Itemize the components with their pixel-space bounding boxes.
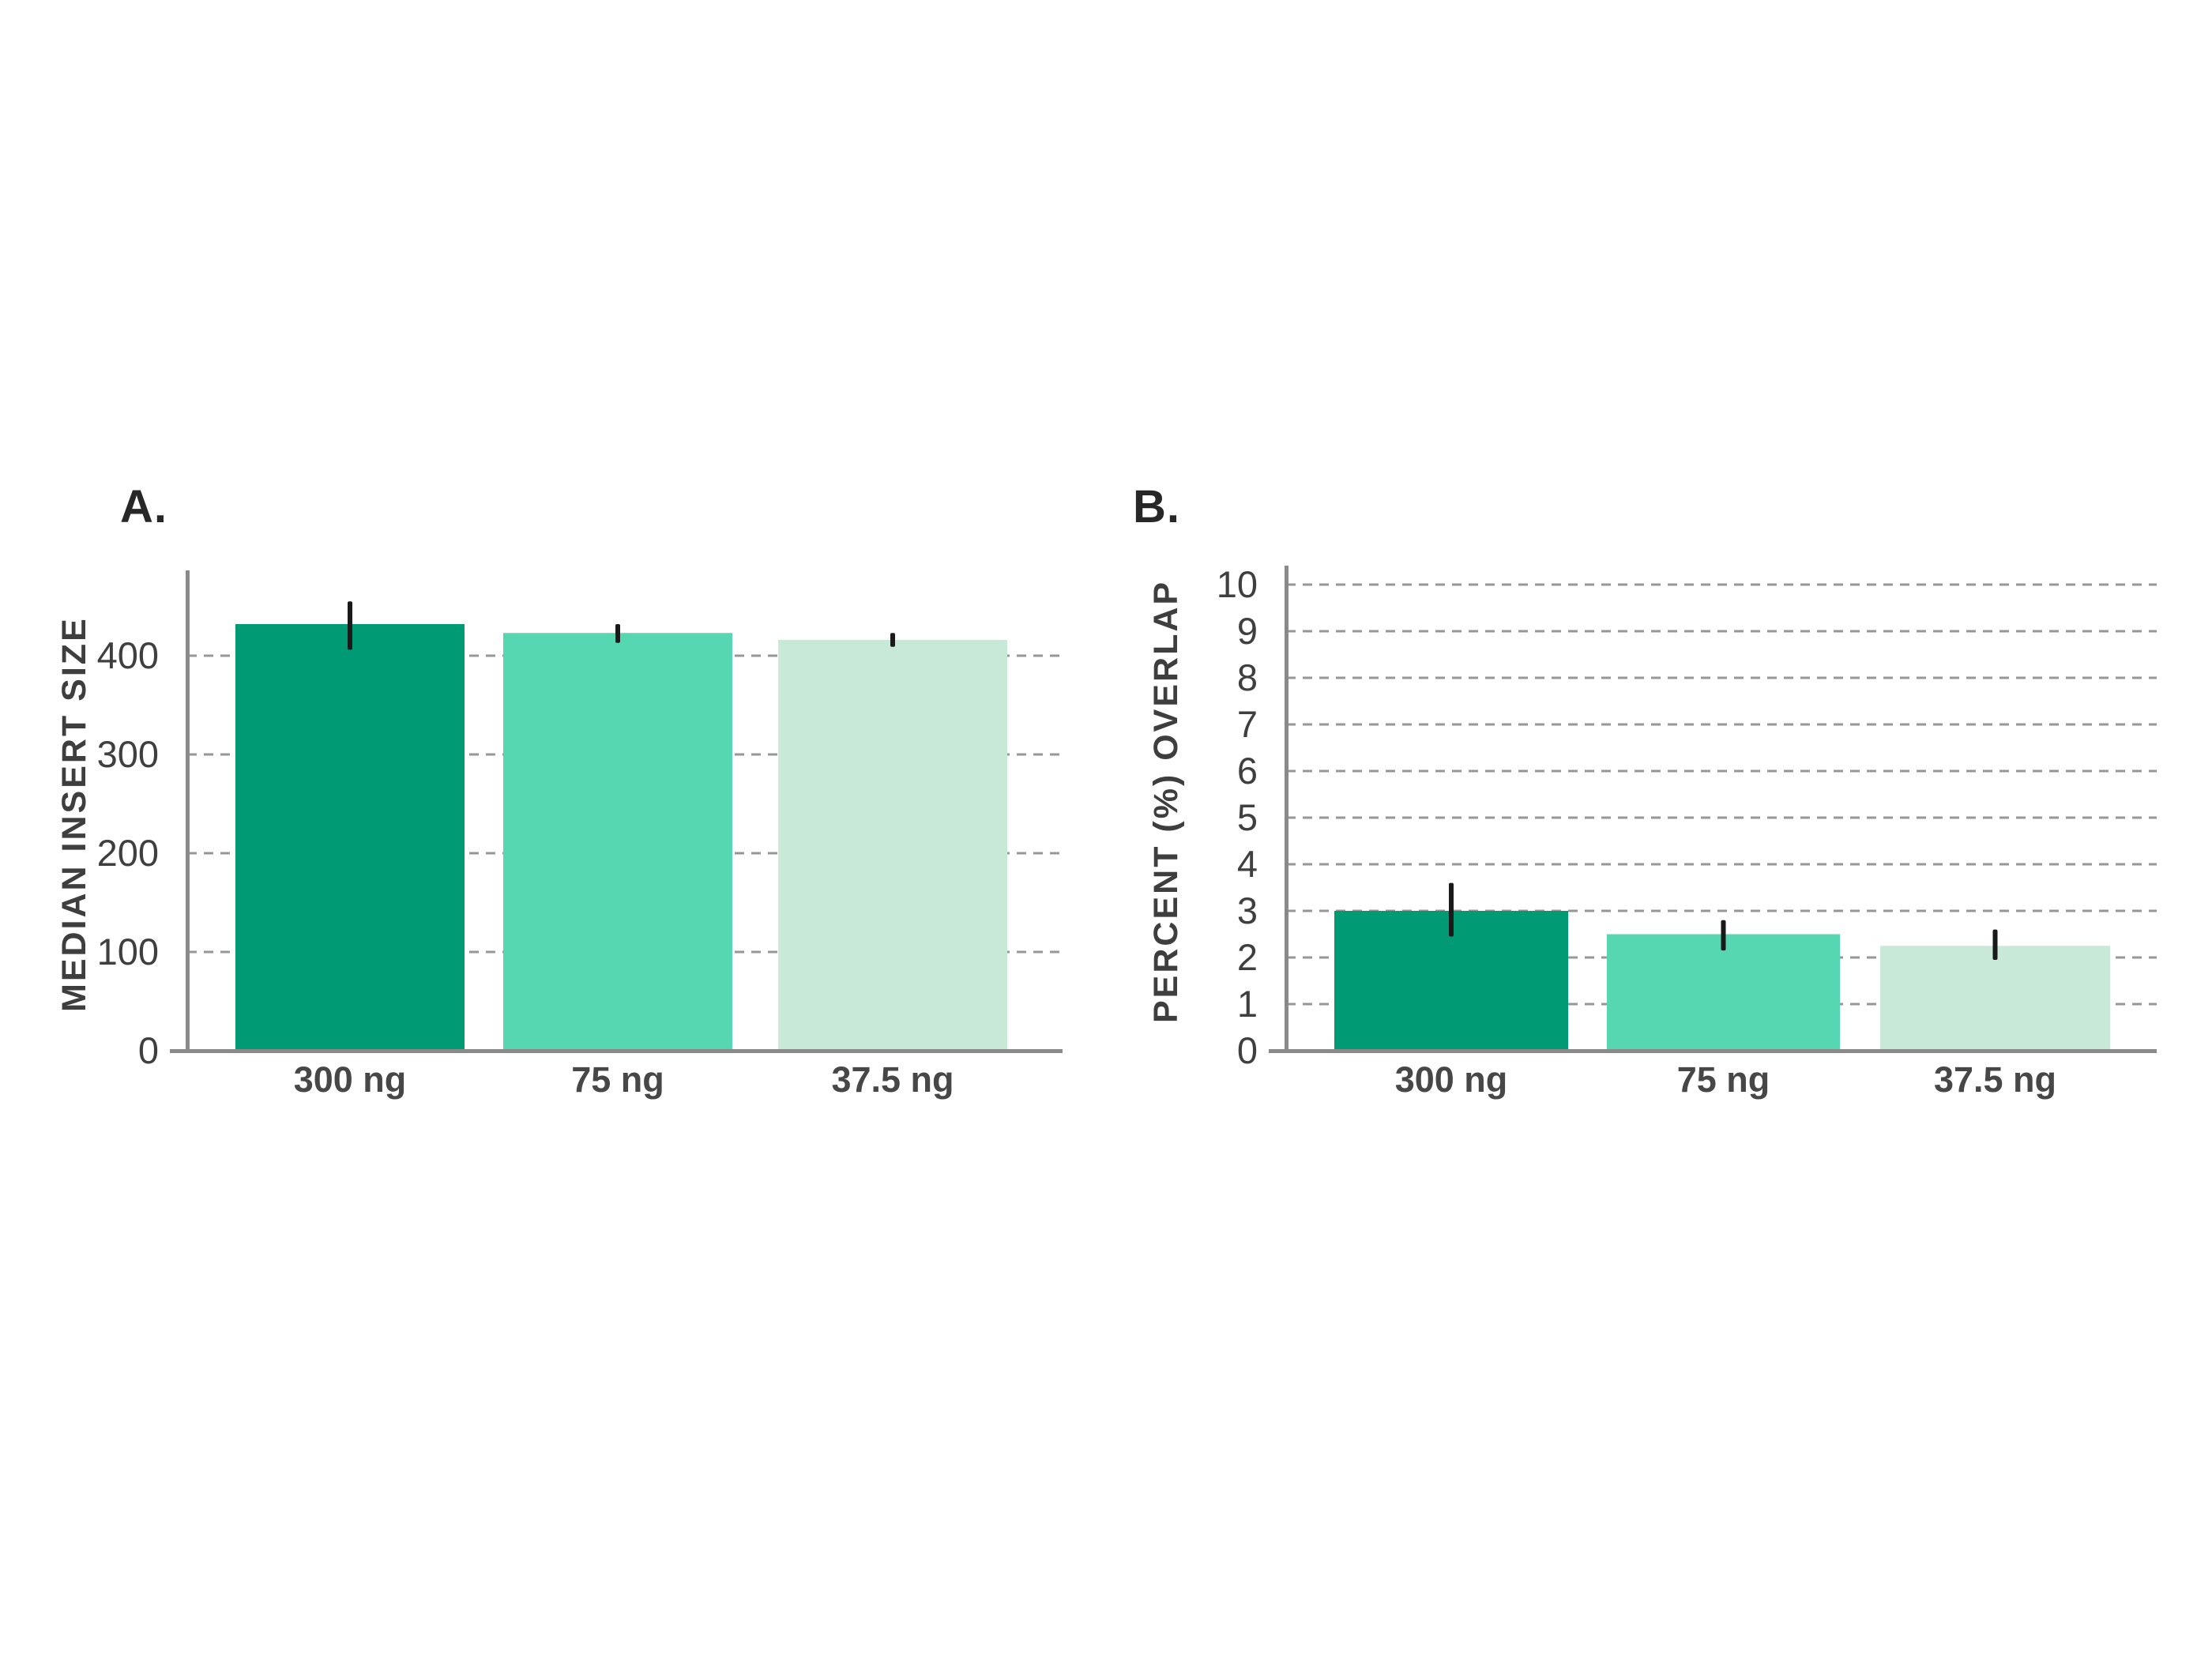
bar-a-37-5-ng [778, 640, 1007, 1051]
y-tick-label-b-1: 1 [1237, 983, 1258, 1025]
panel-label-b: B. [1133, 481, 1180, 532]
y-tick-label-b-10: 10 [1217, 563, 1258, 605]
category-label-a-300-ng: 300 ng [294, 1059, 407, 1100]
category-label-b-300-ng: 300 ng [1395, 1059, 1508, 1100]
y-tick-label-a-0: 0 [138, 1029, 159, 1071]
y-tick-label-b-3: 3 [1237, 890, 1258, 931]
category-label-a-75-ng: 75 ng [571, 1059, 664, 1100]
x-axis-line-b [1269, 1049, 2157, 1053]
error-bar-a-75-ng [615, 624, 620, 643]
y-axis-line-a [186, 570, 190, 1053]
y-tick-label-b-8: 8 [1237, 656, 1258, 698]
error-bar-a-300-ng [348, 601, 352, 650]
y-tick-label-b-6: 6 [1237, 750, 1258, 792]
category-label-b-75-ng: 75 ng [1677, 1059, 1770, 1100]
y-tick-label-b-9: 9 [1237, 610, 1258, 652]
error-bar-b-300-ng [1449, 882, 1454, 937]
y-tick-label-b-4: 4 [1237, 843, 1258, 885]
y-axis-line-b [1285, 566, 1288, 1053]
y-tick-label-b-2: 2 [1237, 936, 1258, 978]
y-tick-label-a-200: 200 [97, 832, 159, 874]
bar-a-300-ng [235, 624, 465, 1051]
y-tick-label-a-100: 100 [97, 931, 159, 972]
x-axis-line-a [170, 1049, 1063, 1053]
error-bar-b-75-ng [1721, 920, 1726, 951]
category-label-b-37-5-ng: 37.5 ng [1934, 1059, 2056, 1100]
y-tick-label-b-7: 7 [1237, 703, 1258, 745]
y-tick-label-b-5: 5 [1237, 796, 1258, 838]
panel-label-a: A. [120, 481, 167, 532]
y-tick-label-a-300: 300 [97, 733, 159, 775]
error-bar-a-37-5-ng [890, 633, 895, 647]
y-tick-label-b-0: 0 [1237, 1029, 1258, 1071]
bar-a-75-ng [503, 633, 732, 1051]
bar-b-75-ng [1607, 934, 1840, 1051]
error-bar-b-37-5-ng [1992, 929, 1998, 960]
bar-b-37-5-ng [1880, 946, 2110, 1051]
y-tick-label-a-400: 400 [97, 634, 159, 676]
category-label-a-37-5-ng: 37.5 ng [831, 1059, 954, 1100]
